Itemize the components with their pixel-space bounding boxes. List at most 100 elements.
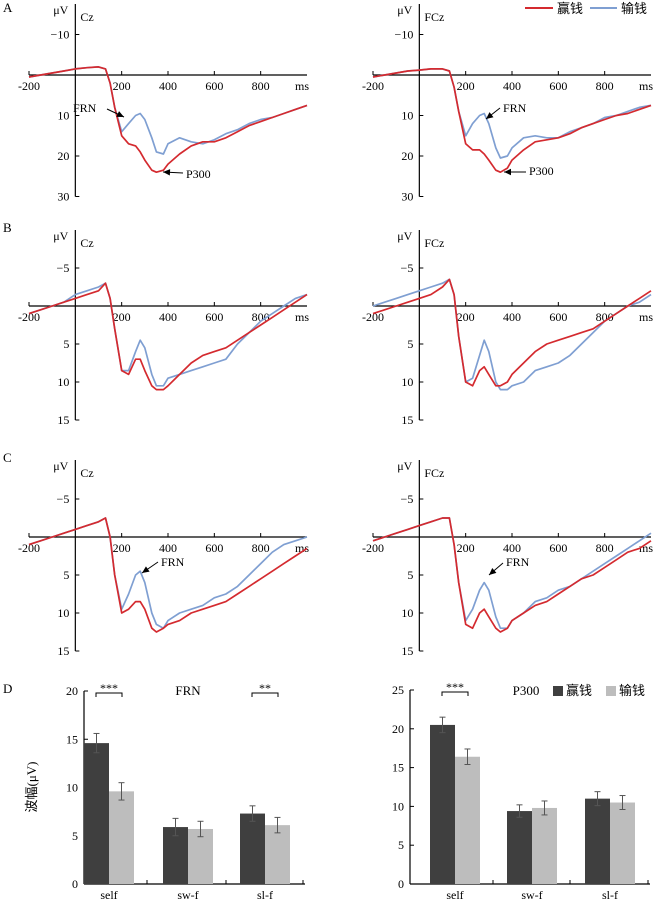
significance-bracket: [441, 691, 469, 696]
bar-win-sl-f: [240, 813, 265, 884]
bar-panel-p300: 0 5 10 15 20 25 self sw-f sl-f *** P300: [392, 680, 650, 900]
bar-loss-sl-f: [265, 825, 290, 884]
error-bar: [594, 791, 601, 807]
y-tick-label: 20: [401, 149, 413, 163]
category-label: sw-f: [521, 888, 542, 900]
y-tick-label: 10: [401, 109, 413, 123]
y-axis-label: μV: [53, 459, 68, 473]
component-label: P300: [513, 683, 540, 698]
error-bar: [439, 716, 446, 734]
x-axis-label: ms: [295, 541, 309, 555]
annotation-arrow-head: [163, 169, 171, 176]
y-tick-label: 10: [392, 799, 404, 813]
bar-legend-swatch-loss: [606, 686, 616, 696]
panel-letter-c: C: [3, 450, 12, 465]
y-axis-label: μV: [397, 3, 412, 17]
annotation-arrow-head: [489, 568, 497, 575]
y-tick-label: 5: [407, 568, 413, 582]
x-axis-label: ms: [639, 541, 653, 555]
bar-legend-swatch-win: [553, 686, 563, 696]
x-tick-label: 200: [457, 79, 475, 93]
series-line-win: [28, 517, 308, 633]
y-axis-label: 波幅(μV): [24, 761, 39, 812]
erp-panel-c-cz: -200 200 400 600 800 ms −5 5 10 15 μV Cz FRN: [18, 459, 309, 658]
bar-loss-self: [455, 756, 480, 884]
y-axis-label: μV: [397, 229, 412, 243]
annotation-frn: FRN: [161, 555, 185, 569]
y-tick-label: 10: [401, 375, 413, 389]
y-tick-label: 0: [72, 877, 78, 891]
y-tick-label: −5: [57, 492, 70, 506]
x-tick-label: 400: [159, 310, 177, 324]
category-label: self: [100, 888, 117, 900]
error-bar: [118, 782, 125, 801]
x-tick-label: 200: [113, 310, 131, 324]
bar-win-sl-f: [585, 798, 610, 884]
y-axis-label: μV: [53, 229, 68, 243]
x-tick-label: 600: [205, 79, 223, 93]
x-axis-label: ms: [639, 79, 653, 93]
category-label: sw-f: [177, 888, 198, 900]
legend: 赢钱 输钱: [525, 1, 647, 16]
x-tick-label: 600: [549, 541, 567, 555]
erp-panel-a-fcz: -200 200 400 600 800 ms −10 10 20 30 μV FCz FRN P300: [362, 3, 653, 204]
x-tick-label: 800: [252, 310, 270, 324]
error-bar: [93, 732, 100, 754]
annotation-p300: P300: [529, 164, 554, 178]
erp-panel-a-cz: -200 200 400 600 800 ms −10 10 20 30 μV Cz FRN P300: [18, 3, 309, 204]
x-tick-label: -200: [18, 310, 40, 324]
x-tick-label: 800: [252, 541, 270, 555]
x-tick-label: -200: [362, 310, 384, 324]
error-bar: [464, 748, 471, 765]
x-tick-label: 200: [457, 541, 475, 555]
x-axis-label: ms: [295, 79, 309, 93]
y-tick-label: 5: [407, 337, 413, 351]
y-tick-label: 5: [63, 568, 69, 582]
y-tick-label: 15: [401, 644, 413, 658]
x-tick-label: 200: [113, 541, 131, 555]
annotation-arrow-head: [486, 112, 494, 119]
y-tick-label: −10: [395, 28, 414, 42]
y-tick-label: 10: [57, 606, 69, 620]
bar-legend: 赢钱 输钱: [553, 683, 645, 698]
y-tick-label: 15: [392, 761, 404, 775]
category-label: sl-f: [257, 888, 273, 900]
bar-loss-self: [109, 791, 134, 884]
x-tick-label: 800: [252, 79, 270, 93]
y-tick-label: 15: [57, 413, 69, 427]
y-tick-label: 10: [57, 375, 69, 389]
bar-win-sw-f: [163, 827, 188, 884]
x-tick-label: 800: [596, 310, 614, 324]
bar-loss-sw-f: [532, 807, 557, 884]
erp-panel-b-fcz: -200 200 400 600 800 ms −5 5 10 15 μV FCz: [362, 229, 653, 427]
y-tick-label: 15: [57, 644, 69, 658]
component-label: FRN: [175, 683, 201, 698]
y-tick-label: 10: [66, 781, 78, 795]
y-tick-label: 5: [398, 838, 404, 852]
y-tick-label: −5: [57, 261, 70, 275]
x-tick-label: 800: [596, 79, 614, 93]
y-tick-label: 0: [398, 877, 404, 891]
x-tick-label: 400: [503, 541, 521, 555]
error-bar: [274, 816, 281, 834]
y-tick-label: −5: [401, 261, 414, 275]
error-bar: [541, 800, 548, 816]
significance-bracket: [251, 692, 279, 697]
electrode-label: FCz: [424, 236, 444, 250]
series-line-win: [372, 278, 652, 387]
electrode-label: FCz: [424, 10, 444, 24]
series-line-win: [372, 68, 652, 174]
panel-letter-d: D: [3, 681, 12, 696]
significance-marker: **: [259, 681, 271, 695]
y-tick-label: 15: [401, 413, 413, 427]
x-tick-label: 400: [503, 310, 521, 324]
x-tick-label: 200: [457, 310, 475, 324]
x-tick-label: 600: [205, 541, 223, 555]
category-label: self: [446, 888, 463, 900]
electrode-label: Cz: [80, 10, 93, 24]
panel-letter-b: B: [3, 220, 12, 235]
electrode-label: FCz: [424, 466, 444, 480]
y-tick-label: 20: [392, 722, 404, 736]
series-line-win: [28, 66, 308, 174]
